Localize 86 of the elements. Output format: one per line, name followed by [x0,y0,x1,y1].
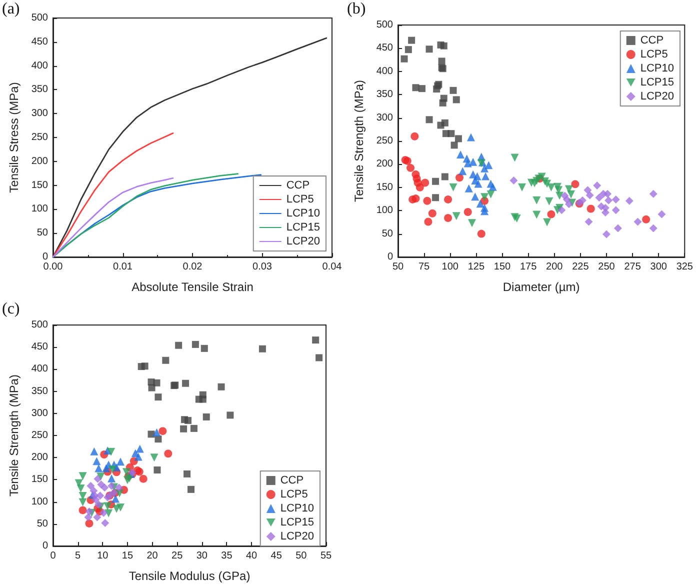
y-tick-label: 100 [376,205,394,216]
x-tick-label: 20 [146,550,158,562]
legend-label: LCP20 [280,530,314,542]
x-tick-label: 300 [650,262,668,272]
y-tick-label: 250 [31,430,48,441]
x-tick-label: 100 [442,262,459,272]
y-tick-label: 300 [376,112,394,124]
x-tick-label: 0.02 [182,262,203,272]
y-tick-label: 400 [376,66,394,77]
y-tick-label: 300 [31,408,48,419]
y-tick-label: 200 [376,158,394,170]
legend-label: CCP [640,34,664,46]
x-tick-label: 5 [75,550,82,562]
y-tick-label: 450 [376,42,394,54]
legend-label: LCP15 [286,222,320,234]
x-tick-label: 55 [320,550,332,562]
legend-label: LCP20 [286,236,320,248]
y-tick-label: 100 [31,204,48,215]
legend-label: LCP15 [280,516,314,528]
legend-label: LCP10 [640,62,674,74]
x-axis-title: Absolute Tensile Strain [132,280,254,294]
x-tick-label: 0 [50,550,56,562]
x-tick-label: 200 [546,262,564,272]
x-tick-label: 225 [572,262,590,272]
y-tick-label: 500 [31,320,48,330]
y-tick-label: 450 [31,36,48,48]
x-tick-label: 10 [97,550,109,562]
x-tick-label: 275 [624,262,642,272]
legend-label: CCP [286,180,310,192]
x-tick-label: 40 [246,550,258,562]
y-tick-label: 400 [31,364,48,375]
x-tick-label: 30 [196,550,208,562]
x-tick-label: 0.00 [43,262,64,272]
x-tick-label: 0.01 [113,262,133,272]
legend-label: LCP5 [286,194,314,206]
y-tick-label: 500 [31,12,48,24]
chart-title: (b) [347,0,366,18]
y-tick-label: 250 [376,136,394,146]
legend-label: LCP15 [640,76,674,88]
y-tick-label: 350 [31,386,48,397]
x-tick-label: 75 [418,262,430,272]
y-tick-label: 500 [376,20,394,30]
y-tick-label: 300 [31,108,48,120]
chart-title: (a) [2,0,20,18]
y-tick-label: 200 [31,156,48,167]
y-tick-label: 0 [387,252,394,262]
y-tick-label: 150 [31,474,48,486]
x-tick-label: 150 [494,262,512,272]
x-tick-label: 45 [270,550,282,562]
y-axis-title: Tensile Strength (MPa) [7,374,21,497]
y-tick-label: 0 [42,540,48,552]
x-tick-label: 35 [221,550,233,562]
legend-label: LCP10 [280,502,314,514]
x-axis-title: Diameter (µm) [502,280,580,294]
x-tick-label: 125 [468,262,485,272]
y-tick-label: 200 [31,452,48,464]
y-tick-label: 150 [31,180,48,191]
x-tick-label: 50 [392,262,404,272]
x-tick-label: 25 [172,550,184,562]
legend-label: LCP20 [640,90,674,102]
y-tick-label: 350 [376,89,394,100]
y-axis-title: Tensile Stress (MPa) [7,82,21,193]
legend-label: LCP5 [280,488,308,500]
legend-label: LCP5 [640,48,668,60]
legend-label: LCP10 [286,208,320,220]
y-tick-label: 50 [382,228,394,240]
chart-title: (c) [2,300,20,318]
y-tick-label: 150 [376,182,394,193]
y-tick-label: 0 [42,252,48,262]
x-tick-label: 50 [296,550,308,562]
y-tick-label: 50 [36,518,48,530]
x-axis-title: Tensile Modulus (GPa) [128,569,250,583]
x-tick-label: 250 [598,262,616,272]
y-tick-label: 400 [31,60,48,72]
y-tick-label: 100 [31,496,48,508]
y-axis-title: Tensile Strength (MPa) [352,80,366,202]
y-tick-label: 50 [36,228,48,239]
x-tick-label: 15 [122,550,134,562]
y-tick-label: 450 [31,342,48,353]
legend-label: CCP [280,474,304,486]
x-tick-label: 325 [676,262,694,272]
x-tick-label: 0.03 [252,262,272,272]
y-tick-label: 350 [31,84,48,96]
x-tick-label: 0.04 [322,262,342,272]
x-tick-label: 175 [520,262,538,272]
y-tick-label: 250 [31,132,48,143]
